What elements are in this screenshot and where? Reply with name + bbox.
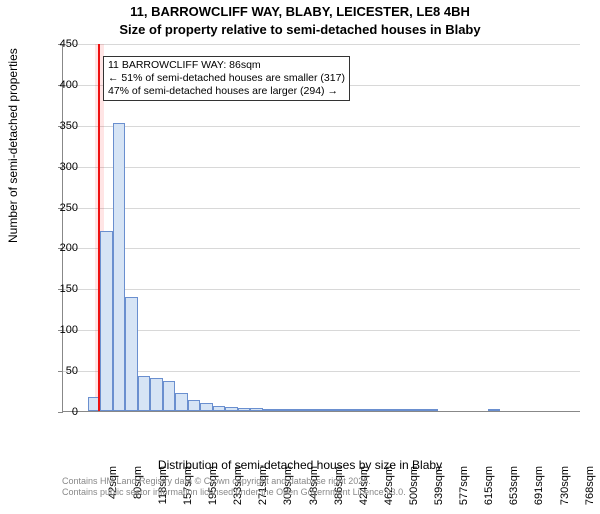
xtick-label: 730sqm: [559, 466, 571, 514]
histogram-bar: [200, 403, 212, 411]
ytick-label: 100: [40, 324, 78, 336]
chart-title: 11, BARROWCLIFF WAY, BLABY, LEICESTER, L…: [0, 4, 600, 19]
xtick-label: 500sqm: [408, 466, 420, 514]
histogram-bar: [388, 409, 400, 411]
ytick-label: 250: [40, 202, 78, 214]
histogram-bar: [113, 123, 125, 411]
attribution-line1: Contains HM Land Registry data © Crown c…: [62, 476, 406, 487]
ytick-label: 50: [40, 365, 78, 377]
histogram-bar: [163, 381, 175, 411]
histogram-bar: [338, 409, 350, 411]
xtick-label: 577sqm: [458, 466, 470, 514]
gridline: [63, 289, 580, 290]
histogram-bar: [325, 409, 337, 411]
histogram-bar: [400, 409, 412, 411]
xtick-label: 615sqm: [483, 466, 495, 514]
histogram-bar: [350, 409, 362, 411]
ytick-label: 150: [40, 283, 78, 295]
ytick-label: 450: [40, 38, 78, 50]
histogram-bar: [100, 231, 112, 411]
histogram-bar: [125, 297, 137, 411]
property-size-chart: 11, BARROWCLIFF WAY, BLABY, LEICESTER, L…: [0, 0, 600, 500]
histogram-bar: [138, 376, 150, 411]
gridline: [63, 248, 580, 249]
ytick-label: 200: [40, 242, 78, 254]
histogram-bar: [313, 409, 325, 411]
histogram-bar: [213, 406, 225, 411]
histogram-bar: [150, 378, 162, 411]
ytick-label: 350: [40, 120, 78, 132]
x-axis-label: Distribution of semi-detached houses by …: [0, 458, 600, 472]
histogram-bar: [488, 409, 500, 411]
gridline: [63, 330, 580, 331]
chart-subtitle: Size of property relative to semi-detach…: [0, 22, 600, 37]
histogram-bar: [275, 409, 287, 411]
xtick-label: 539sqm: [433, 466, 445, 514]
xtick-label: 691sqm: [533, 466, 545, 514]
infobox-line1: 11 BARROWCLIFF WAY: 86sqm: [108, 59, 345, 72]
histogram-bar: [413, 409, 425, 411]
gridline: [63, 208, 580, 209]
y-axis-label: Number of semi-detached properties: [6, 48, 20, 243]
attribution-line2: Contains public sector information licen…: [62, 487, 406, 498]
plot-area: 11 BARROWCLIFF WAY: 86sqm ← 51% of semi-…: [62, 44, 580, 412]
ytick-label: 300: [40, 161, 78, 173]
histogram-bar: [250, 408, 262, 411]
gridline: [63, 126, 580, 127]
infobox-line3: 47% of semi-detached houses are larger (…: [108, 85, 345, 98]
xtick-label: 653sqm: [508, 466, 520, 514]
ytick-label: 0: [40, 406, 78, 418]
histogram-bar: [363, 409, 375, 411]
histogram-bar: [375, 409, 387, 411]
gridline: [63, 371, 580, 372]
attribution-text: Contains HM Land Registry data © Crown c…: [62, 476, 406, 498]
histogram-bar: [188, 400, 200, 411]
gridline: [63, 44, 580, 45]
histogram-bar: [425, 409, 437, 411]
histogram-bar: [175, 393, 187, 411]
histogram-bar: [288, 409, 300, 411]
infobox-line2: ← 51% of semi-detached houses are smalle…: [108, 72, 345, 85]
histogram-bar: [225, 407, 237, 411]
histogram-bar: [300, 409, 312, 411]
highlight-line: [98, 44, 100, 411]
gridline: [63, 167, 580, 168]
histogram-bar: [238, 408, 250, 411]
xtick-label: 768sqm: [584, 466, 596, 514]
highlight-infobox: 11 BARROWCLIFF WAY: 86sqm ← 51% of semi-…: [103, 56, 350, 101]
histogram-bar: [263, 409, 275, 411]
ytick-label: 400: [40, 79, 78, 91]
